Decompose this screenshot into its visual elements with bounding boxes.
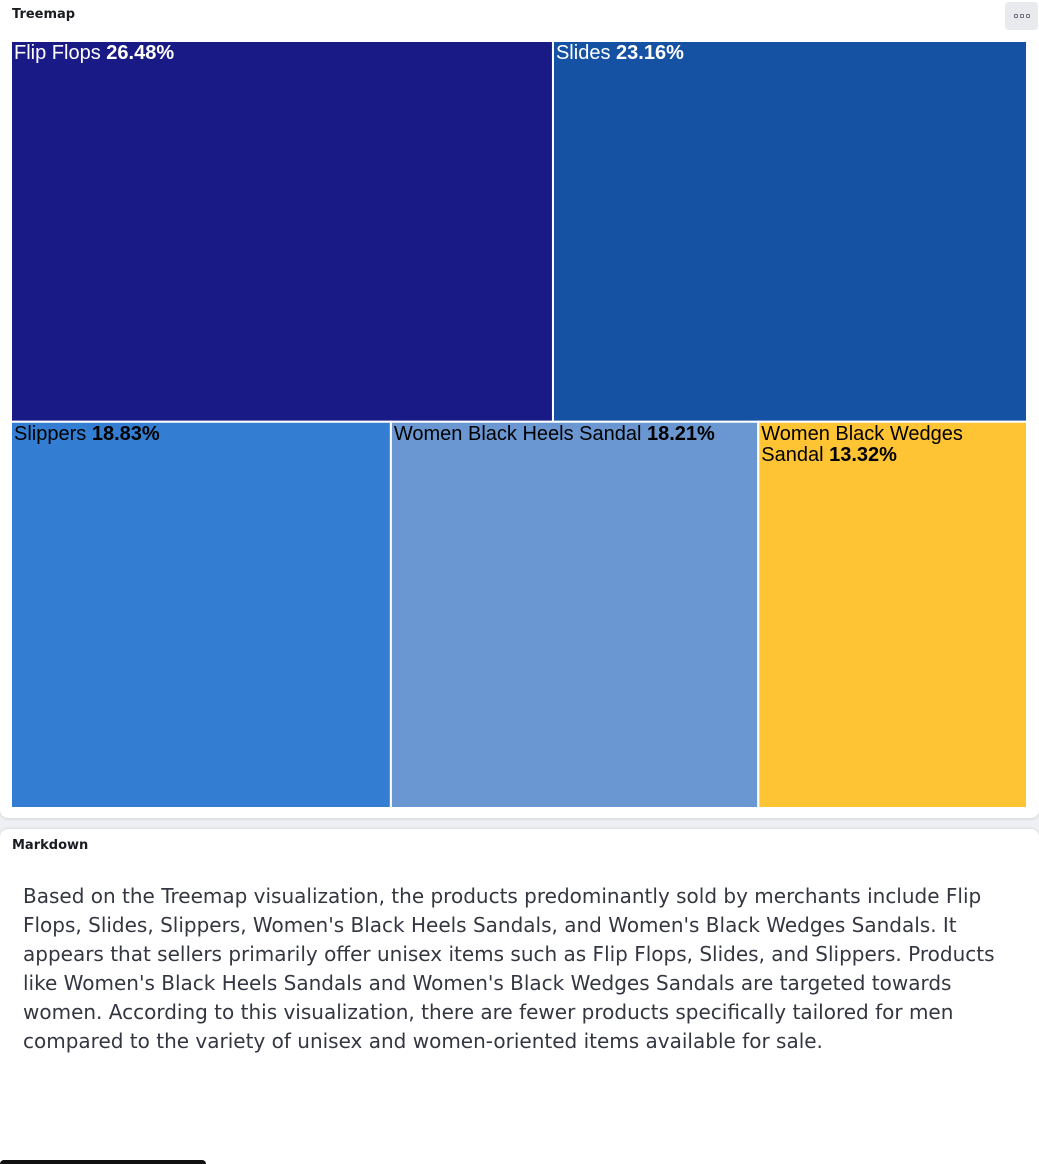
treemap-label: Women Black Wedges Sandal 13.32% — [761, 424, 1024, 466]
treemap-rect[interactable] — [10, 420, 392, 809]
treemap-label-name: Slides — [555, 43, 611, 64]
treemap-panel: Treemap Flip Flops 26.48% Slides 23.16% Sl… — [0, 0, 1039, 818]
treemap-label-name: Flip Flops — [14, 43, 101, 64]
treemap-label-percent: 18.83% — [91, 423, 160, 445]
treemap-chart: Flip Flops 26.48% Slides 23.16%Slippers 1… — [10, 40, 1029, 809]
treemap-rect[interactable] — [389, 420, 760, 809]
treemap-label-percent: 26.48% — [106, 43, 175, 64]
treemap-rect[interactable] — [757, 420, 1029, 809]
treemap-rect[interactable] — [10, 40, 554, 423]
scroll-indicator — [0, 1160, 206, 1164]
treemap-label-name: Women Black Wedges Sandal — [761, 423, 963, 466]
treemap-label: Slides 23.16% — [556, 43, 1024, 64]
treemap-cell[interactable]: Women Black Wedges Sandal 13.32% — [757, 420, 1029, 809]
panel-title: Treemap — [12, 7, 76, 22]
treemap-label-name: Women Black Heels Sandal — [393, 423, 642, 445]
treemap-rect[interactable] — [551, 40, 1028, 423]
markdown-text: Based on the Treemap visualization, the … — [23, 884, 995, 1053]
treemap-cell[interactable]: Slides 23.16% — [551, 40, 1028, 423]
treemap-label-percent: 13.32% — [829, 443, 897, 466]
treemap-label-percent: 23.16% — [616, 43, 684, 64]
treemap-cell[interactable]: Women Black Heels Sandal 18.21% — [389, 420, 760, 809]
treemap-label-percent: 18.21% — [646, 423, 715, 445]
markdown-panel: Markdown Based on the Treemap visualizat… — [0, 829, 1039, 1164]
treemap-cell[interactable]: Slippers 18.83% — [10, 420, 392, 809]
options-dots-icon[interactable] — [1005, 2, 1038, 30]
treemap-cell[interactable]: Flip Flops 26.48% — [10, 40, 554, 423]
treemap-label: Slippers 18.83% — [14, 424, 388, 445]
treemap-label: Flip Flops 26.48% — [14, 43, 550, 64]
panel-title: Markdown — [12, 838, 89, 853]
treemap-label-name: Slippers — [14, 423, 87, 445]
treemap-label: Women Black Heels Sandal 18.21% — [394, 424, 755, 445]
